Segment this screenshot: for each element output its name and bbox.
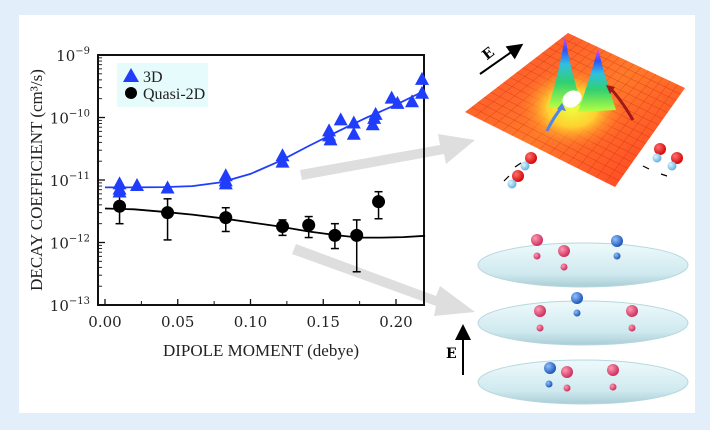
data-point-3d [368,106,383,120]
data-point-quasi-2d [113,199,127,213]
data-point-quasi-2d [302,218,316,232]
blue-arrowhead [557,103,566,111]
data-point-3d [160,180,175,194]
data-point-3d [415,71,429,85]
layer-bottom [477,359,689,405]
data-point-3d [405,94,420,108]
legend-marker-3d [123,68,139,82]
y-axis-title: DECAY COEFFICIENT (cm³/s) [27,69,46,291]
surface-hole [562,90,582,108]
y-tick-base: 10 [50,172,69,190]
data-point-3d [112,184,127,198]
data-point-3d [346,126,361,140]
y-tick-label: 10−10 [50,109,90,128]
y-tick-base: 10 [50,235,69,253]
y-tick-base: 10 [50,297,69,315]
layer-middle [477,292,689,346]
surface-peak-right [578,48,616,112]
y-tick-base: 10 [50,110,69,128]
x-tick-label: 0.05 [161,313,194,331]
data-markers [112,71,429,242]
data-point-3d [333,112,348,126]
x-axis-title: DIPOLE MOMENT (debye) [163,341,359,360]
potential-surface-illustration: E [465,33,685,189]
error-bars [115,190,383,273]
data-point-quasi-2d [276,220,290,234]
y-tick-label: 10−11 [50,171,90,190]
data-point-quasi-2d [161,206,175,220]
x-axis-ticks: 0.00 0.05 0.10 0.15 0.20 [88,299,413,331]
data-point-quasi-2d [350,228,364,242]
field-arrow-surface [479,43,524,75]
arrow-to-surface [300,134,475,180]
y-tick-exponent: −9 [75,46,90,57]
plot-area: 0.00 0.05 0.10 0.15 0.20 10−910−1010−1110−12… [27,46,429,360]
legend-label-3d: 3D [143,69,163,86]
y-tick-label: 10−12 [50,234,90,253]
x-tick-label: 0.20 [379,313,412,331]
legend-label-quasi-2d: Quasi-2D [143,86,205,103]
legend: 3D Quasi-2D [117,63,208,107]
field-label-surface: E [479,44,497,63]
molecule-pair-left [503,152,537,189]
surface-peak-left [548,35,582,108]
red-arrowhead [606,85,615,94]
data-point-3d [390,95,405,109]
surface-grid-line [586,77,664,174]
y-tick-exponent: −13 [69,296,90,307]
data-point-3d [275,154,290,168]
fit-curve-quasi-2d [104,207,426,239]
molecule-pair-right [642,143,683,177]
surface-grid-line [596,80,671,178]
legend-marker-quasi-2d [125,87,137,99]
y-tick-exponent: −11 [69,171,90,182]
y-tick-exponent: −10 [69,109,90,120]
data-point-3d [218,176,233,190]
data-point-quasi-2d [328,228,342,242]
x-tick-label: 0.10 [234,313,267,331]
surface-grid-line [605,84,678,183]
x-tick-label: 0.00 [88,313,121,331]
arrow-to-layers [292,244,475,316]
y-tick-base: 10 [56,47,75,65]
data-point-3d [415,85,429,99]
y-tick-label: 10−9 [56,46,90,65]
data-point-3d [346,115,361,129]
y-minor-ticks [98,57,102,287]
data-point-quasi-2d [219,211,233,225]
y-tick-exponent: −12 [69,234,90,245]
y-tick-label: 10−13 [50,296,90,315]
layer-top [477,234,689,288]
data-point-3d [130,178,145,192]
field-label-layers: E [446,346,457,362]
x-tick-label: 0.15 [307,313,340,331]
data-point-3d [323,132,338,146]
data-point-quasi-2d [372,195,386,209]
lattice-layers-illustration: E [446,234,689,405]
